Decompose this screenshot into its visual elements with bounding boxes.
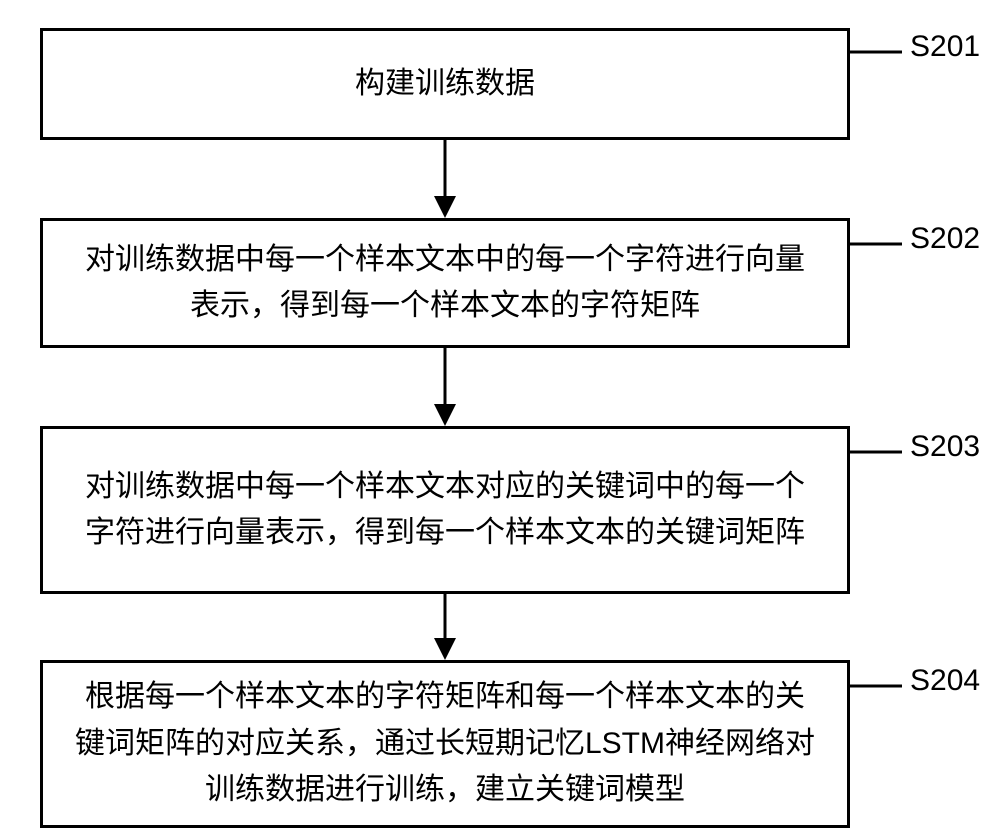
- step-label-s202: S202: [910, 222, 980, 256]
- flow-step-s201: 构建训练数据: [40, 28, 850, 140]
- flow-step-s202: 对训练数据中每一个样本文本中的每一个字符进行向量表示，得到每一个样本文本的字符矩…: [40, 218, 850, 348]
- flow-step-s204: 根据每一个样本文本的字符矩阵和每一个样本文本的关键词矩阵的对应关系，通过长短期记…: [40, 660, 850, 828]
- connector-s201: [850, 40, 910, 64]
- arrow-s201-s202: [430, 140, 460, 218]
- connector-s202: [850, 232, 910, 256]
- flow-step-text: 对训练数据中每一个样本文本中的每一个字符进行向量表示，得到每一个样本文本的字符矩…: [73, 237, 817, 330]
- flowchart-canvas: 构建训练数据 S201 对训练数据中每一个样本文本中的每一个字符进行向量表示，得…: [0, 0, 1000, 837]
- arrow-s203-s204: [430, 594, 460, 660]
- step-label-s203: S203: [910, 430, 980, 464]
- flow-step-text: 对训练数据中每一个样本文本对应的关键词中的每一个字符进行向量表示，得到每一个样本…: [73, 464, 817, 557]
- flow-step-s203: 对训练数据中每一个样本文本对应的关键词中的每一个字符进行向量表示，得到每一个样本…: [40, 426, 850, 594]
- connector-s204: [850, 674, 910, 698]
- arrow-s202-s203: [430, 348, 460, 426]
- connector-s203: [850, 440, 910, 464]
- step-label-s204: S204: [910, 664, 980, 698]
- flow-step-text: 根据每一个样本文本的字符矩阵和每一个样本文本的关键词矩阵的对应关系，通过长短期记…: [73, 674, 817, 814]
- flow-step-text: 构建训练数据: [355, 61, 535, 108]
- step-label-s201: S201: [910, 30, 980, 64]
